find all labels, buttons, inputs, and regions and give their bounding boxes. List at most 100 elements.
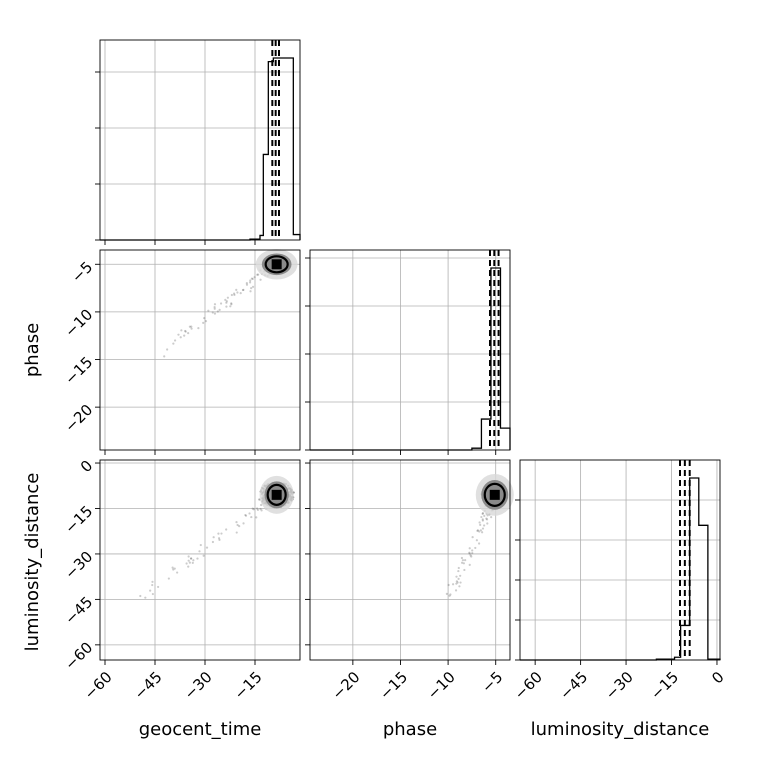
y-tick-label: −20 [61, 401, 96, 436]
sample-point [172, 342, 175, 345]
sample-point [225, 305, 228, 308]
sample-point [250, 515, 253, 519]
sample-point [187, 555, 190, 558]
x-tick-label: 0 [708, 668, 727, 687]
sample-point [459, 574, 462, 577]
sample-point [462, 562, 465, 565]
y-axis-label-luminosity_distance: luminosity_distance [22, 473, 43, 652]
sample-point [199, 543, 202, 547]
sample-point [230, 293, 233, 297]
panel-geocent_time-hist [95, 39, 301, 245]
sample-point [244, 513, 247, 517]
sample-point [257, 273, 260, 276]
sample-point [230, 302, 233, 305]
sample-point [198, 550, 201, 553]
sample-point [460, 556, 464, 560]
sample-point [218, 308, 221, 311]
sample-point [197, 327, 200, 330]
sample-point [238, 525, 241, 528]
sample-point [468, 563, 471, 567]
sample-point [207, 309, 210, 312]
y-tick-label: −10 [61, 306, 96, 341]
sample-point [151, 583, 154, 587]
sample-point [236, 523, 239, 527]
sample-point [244, 514, 248, 517]
sample-point [260, 509, 263, 512]
sample-point [179, 336, 182, 339]
sample-point [242, 522, 245, 525]
sample-point [457, 577, 460, 580]
sample-point [232, 292, 236, 295]
sample-point [241, 288, 245, 292]
sample-point [163, 355, 166, 358]
sample-point [485, 518, 489, 521]
x-axis-label-luminosity_distance: luminosity_distance [531, 719, 710, 740]
sample-point [463, 568, 466, 572]
sample-point [217, 532, 220, 535]
sample-point [474, 546, 477, 550]
sample-point [478, 530, 481, 533]
x-tick-label: −20 [328, 668, 363, 703]
sample-point [451, 583, 455, 586]
sample-point [235, 531, 238, 534]
sample-point [202, 321, 205, 324]
sample-point [455, 582, 458, 585]
sample-point [242, 288, 245, 291]
sample-point [205, 546, 209, 549]
sample-point [461, 559, 465, 562]
sample-point [167, 577, 170, 580]
sample-point [455, 580, 458, 583]
sample-point [483, 514, 486, 517]
sample-point [251, 507, 254, 510]
panel-geocent_time-vs-phase: −5 −10 −15 −20 [61, 249, 301, 455]
sample-point [202, 554, 205, 557]
sample-point [211, 540, 215, 544]
sample-point [204, 320, 208, 323]
sample-point [256, 508, 260, 512]
x-tick-label: −15 [376, 668, 411, 703]
sample-point [157, 585, 160, 589]
x-tick-label: −30 [181, 668, 216, 703]
density-peak [271, 259, 282, 270]
sample-point [139, 594, 142, 598]
sample-point [486, 514, 489, 517]
x-axis-label-phase: phase [383, 719, 437, 740]
sample-point [219, 302, 223, 305]
sample-point [184, 330, 187, 333]
x-tick-label: −45 [131, 668, 166, 703]
sample-point [173, 567, 176, 570]
sample-point [468, 547, 471, 550]
sample-point [235, 521, 238, 524]
sample-point [249, 279, 252, 282]
sample-point [481, 512, 485, 515]
sample-point [259, 278, 262, 281]
sample-point [245, 282, 248, 285]
sample-point [151, 580, 154, 583]
sample-point [259, 507, 262, 511]
sample-point [213, 303, 217, 306]
x-tick-label: −5 [478, 668, 506, 696]
sample-point [490, 516, 493, 519]
y-tick-label: −5 [68, 258, 96, 286]
sample-point [192, 559, 195, 562]
phase-histogram [310, 267, 511, 451]
y-tick-label: −30 [61, 548, 96, 583]
sample-point [449, 593, 452, 596]
sample-point [176, 571, 179, 574]
sample-point [468, 552, 471, 555]
sample-point [151, 592, 154, 596]
sample-point [216, 310, 219, 313]
sample-point [481, 531, 484, 534]
sample-point [196, 557, 199, 560]
sample-point [445, 592, 448, 595]
density-contour [266, 483, 287, 506]
sample-point [476, 529, 479, 532]
sample-point [191, 561, 194, 564]
sample-point [260, 503, 263, 507]
sample-point [188, 325, 191, 328]
sample-point [481, 518, 484, 521]
sample-point [255, 516, 258, 519]
y-tick-label: −45 [61, 593, 96, 628]
sample-point [251, 277, 254, 281]
